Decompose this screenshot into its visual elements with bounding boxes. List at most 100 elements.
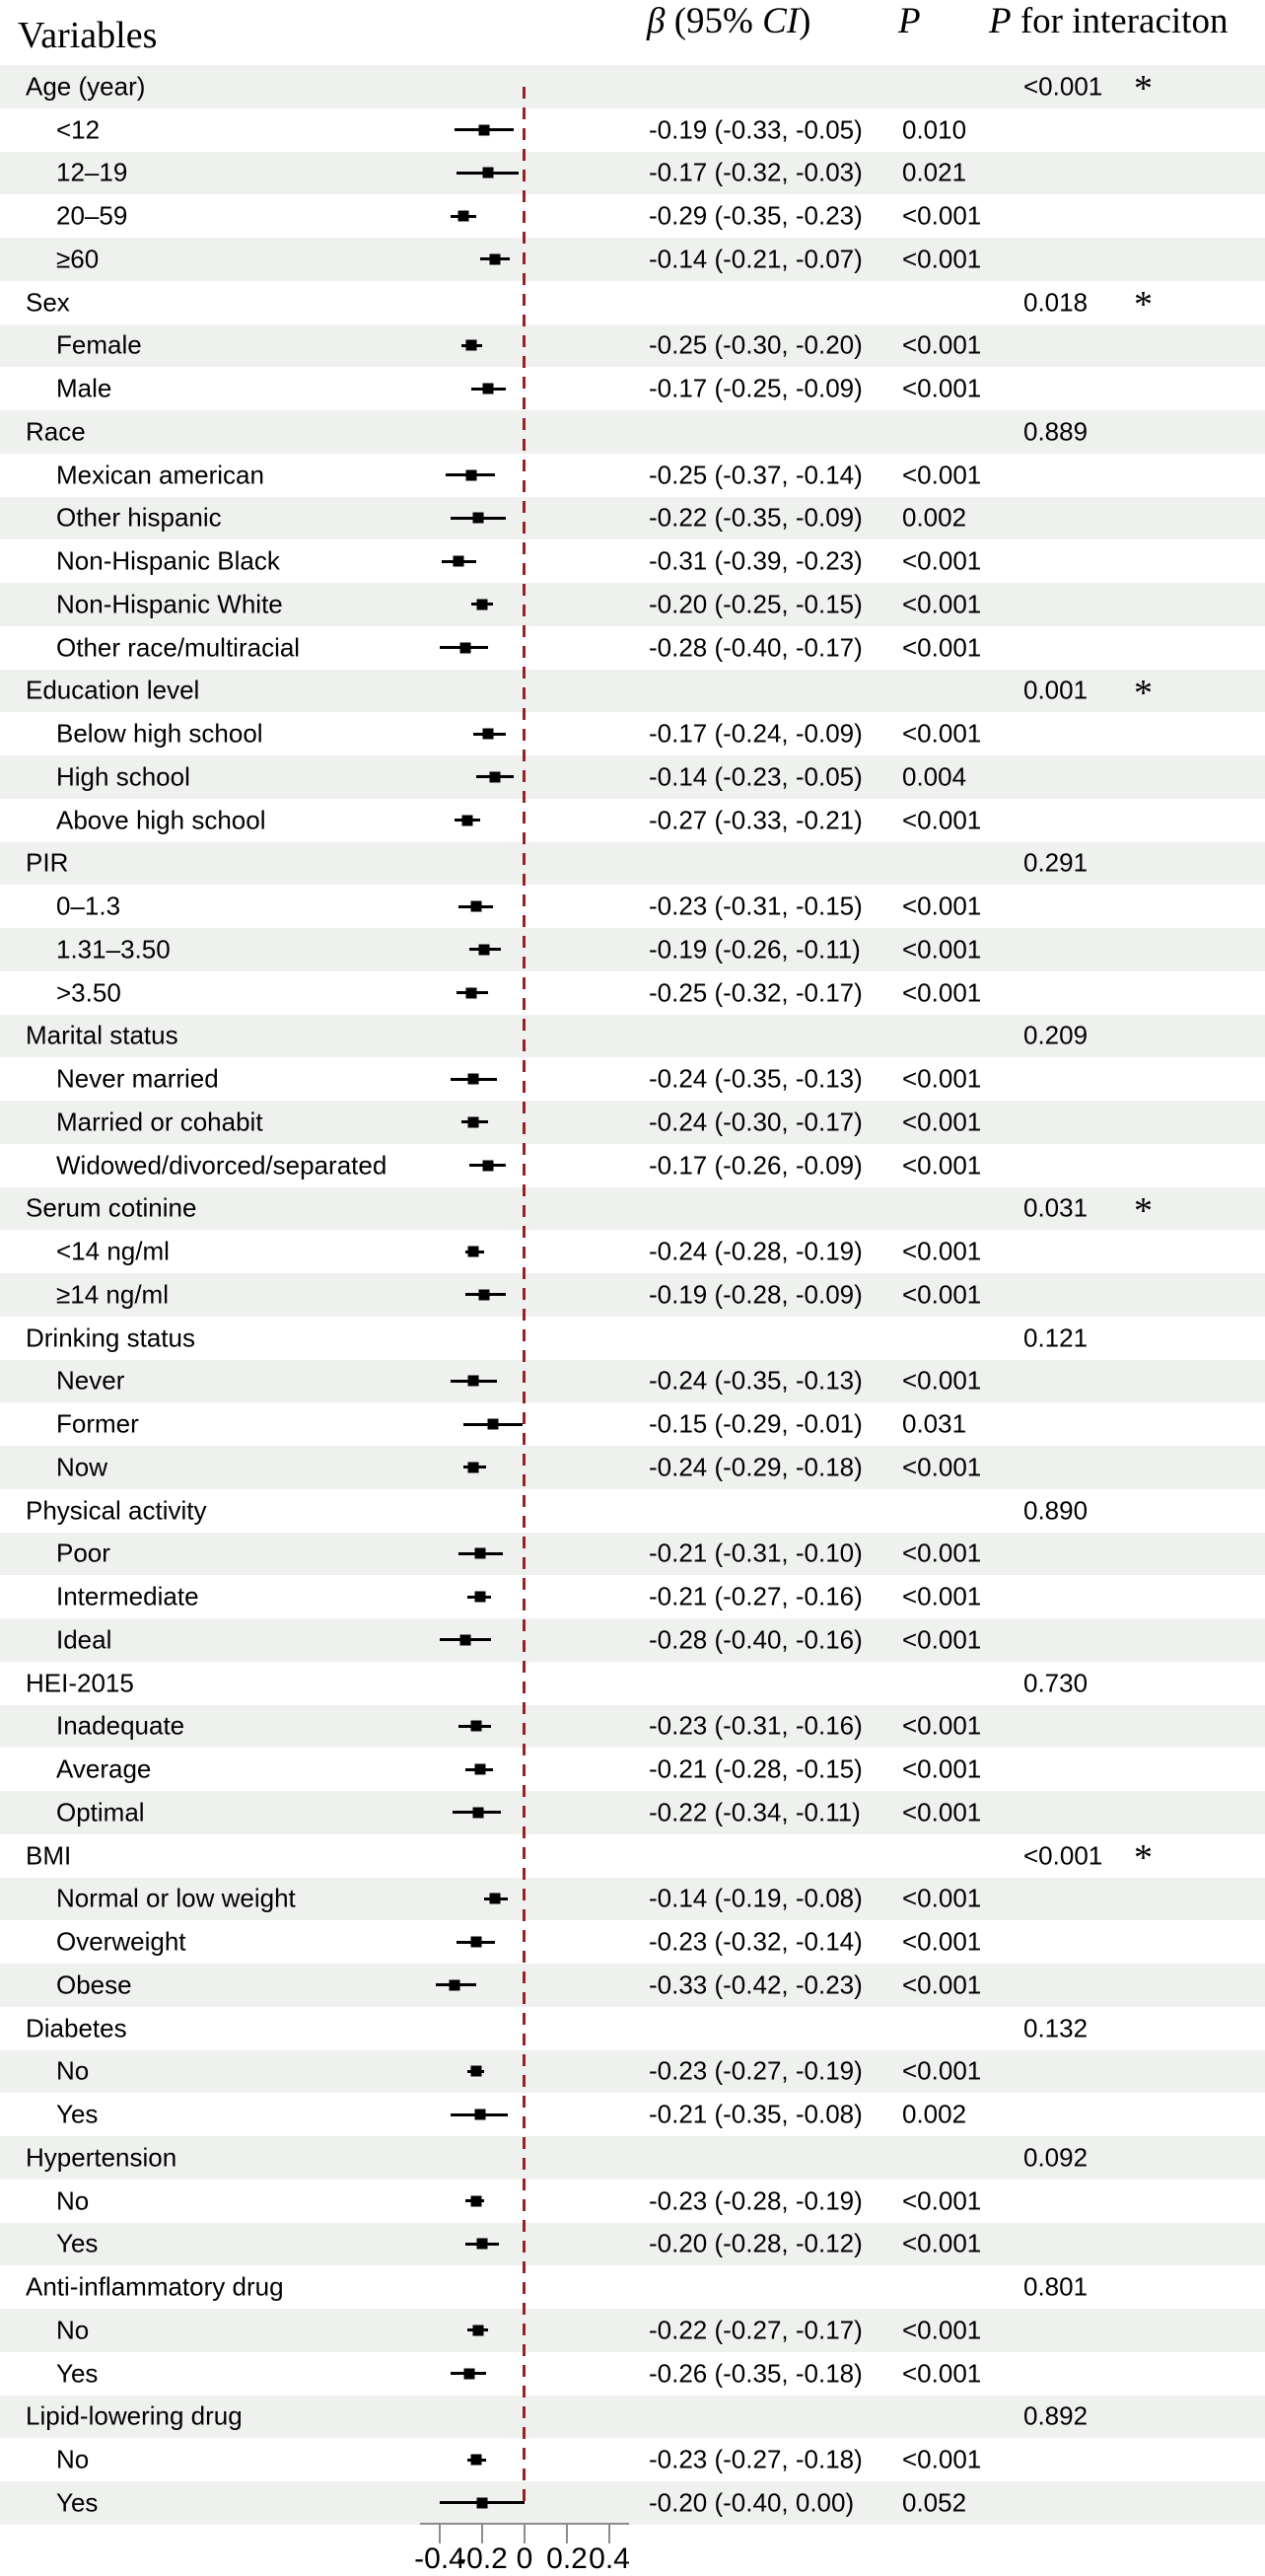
p-interaction-value: 0.031 bbox=[1023, 1192, 1089, 1223]
table-row: Ideal -0.28 (-0.40, -0.16) <0.001 bbox=[0, 1618, 1265, 1662]
table-row: HEI-2015 0.730 bbox=[0, 1662, 1265, 1705]
table-row: Yes -0.20 (-0.28, -0.12) <0.001 bbox=[0, 2222, 1265, 2266]
point-estimate-marker bbox=[470, 2065, 482, 2077]
table-row: Sex 0.018 * bbox=[0, 281, 1265, 324]
row-label: Marital status bbox=[26, 1020, 178, 1050]
beta-ci-value: -0.23 (-0.31, -0.15) bbox=[649, 891, 863, 921]
p-value: <0.001 bbox=[902, 2444, 982, 2474]
table-row: Physical activity 0.890 bbox=[0, 1489, 1265, 1533]
table-row: Mexican american -0.25 (-0.37, -0.14) <0… bbox=[0, 454, 1265, 497]
p-interaction-value: 0.892 bbox=[1023, 2400, 1089, 2431]
table-row: High school -0.14 (-0.23, -0.05) 0.004 bbox=[0, 755, 1265, 799]
table-row: Serum cotinine 0.031 * bbox=[0, 1186, 1265, 1232]
axis-tick-label: 0 bbox=[516, 2542, 533, 2575]
row-label: Inadequate bbox=[56, 1710, 185, 1741]
point-estimate-marker bbox=[482, 383, 494, 394]
row-label: <14 ng/ml bbox=[56, 1236, 170, 1266]
row-label: Yes bbox=[56, 2099, 99, 2129]
beta-ci-value: -0.22 (-0.27, -0.17) bbox=[649, 2315, 863, 2345]
significance-asterisk: * bbox=[1134, 1189, 1153, 1232]
row-label: No bbox=[56, 2185, 90, 2216]
row-label: 12–19 bbox=[56, 157, 128, 187]
p-value: <0.001 bbox=[902, 1063, 982, 1094]
p-interaction-value: 0.132 bbox=[1023, 2013, 1089, 2043]
table-row: Overweight -0.23 (-0.32, -0.14) <0.001 bbox=[0, 1920, 1265, 1964]
beta-ci-value: -0.20 (-0.28, -0.12) bbox=[649, 2228, 863, 2258]
table-row: Male -0.17 (-0.25, -0.09) <0.001 bbox=[0, 367, 1265, 410]
point-estimate-marker bbox=[474, 1591, 486, 1603]
table-row: Marital status 0.209 bbox=[0, 1014, 1265, 1058]
point-estimate-marker bbox=[482, 167, 494, 179]
point-estimate-marker bbox=[461, 815, 473, 826]
p-value: <0.001 bbox=[902, 589, 982, 619]
p-value: 0.004 bbox=[902, 761, 967, 792]
point-estimate-marker bbox=[470, 1936, 482, 1948]
point-estimate-marker bbox=[478, 944, 490, 956]
row-label: High school bbox=[56, 761, 190, 792]
beta-ci-value: -0.17 (-0.26, -0.09) bbox=[649, 1150, 863, 1181]
beta-ci-value: -0.19 (-0.26, -0.11) bbox=[649, 934, 861, 965]
row-label: Optimal bbox=[56, 1797, 145, 1827]
table-row: Hypertension 0.092 bbox=[0, 2136, 1265, 2180]
row-label: No bbox=[56, 2444, 90, 2474]
point-estimate-marker bbox=[476, 2497, 488, 2509]
point-estimate-marker bbox=[457, 210, 469, 222]
p-value: <0.001 bbox=[902, 934, 982, 965]
row-label: Never bbox=[56, 1365, 125, 1395]
forest-rows: Age (year) <0.001 * <12 -0.19 (-0.33, -0… bbox=[0, 65, 1265, 2525]
p-value: <0.001 bbox=[902, 718, 982, 749]
row-label: Average bbox=[56, 1753, 152, 1784]
table-row: Age (year) <0.001 * bbox=[0, 65, 1265, 108]
point-estimate-marker bbox=[470, 1720, 482, 1732]
row-label: Race bbox=[26, 416, 86, 447]
beta-ci-value: -0.14 (-0.21, -0.07) bbox=[649, 244, 863, 274]
p-interaction-value: 0.730 bbox=[1023, 1668, 1089, 1698]
beta-ci-value: -0.21 (-0.35, -0.08) bbox=[649, 2099, 863, 2129]
table-row: No -0.23 (-0.27, -0.18) <0.001 bbox=[0, 2438, 1265, 2481]
row-label: Normal or low weight bbox=[56, 1883, 296, 1913]
point-estimate-marker bbox=[478, 124, 490, 136]
table-row: Other hispanic -0.22 (-0.35, -0.09) 0.00… bbox=[0, 496, 1265, 540]
p-interaction-value: 0.801 bbox=[1023, 2271, 1089, 2302]
p-value: <0.001 bbox=[902, 1107, 982, 1137]
table-row: <12 -0.19 (-0.33, -0.05) 0.010 bbox=[0, 108, 1265, 152]
beta-ci-value: -0.24 (-0.35, -0.13) bbox=[649, 1365, 863, 1395]
row-label: Education level bbox=[26, 675, 200, 705]
p-value: <0.001 bbox=[902, 632, 982, 663]
p-value: <0.001 bbox=[902, 1797, 982, 1827]
beta-ci-value: -0.21 (-0.27, -0.16) bbox=[649, 1581, 863, 1611]
row-label: Now bbox=[56, 1452, 108, 1482]
point-estimate-marker bbox=[465, 339, 477, 351]
p-value: <0.001 bbox=[902, 329, 982, 360]
beta-ci-value: -0.14 (-0.23, -0.05) bbox=[649, 761, 863, 792]
p-value: <0.001 bbox=[902, 2228, 982, 2258]
ci-open-text: (95% bbox=[665, 1, 763, 41]
table-row: Former -0.15 (-0.29, -0.01) 0.031 bbox=[0, 1402, 1265, 1446]
p-interaction-symbol: P bbox=[989, 1, 1012, 41]
p-value: 0.021 bbox=[902, 157, 967, 187]
beta-ci-value: -0.23 (-0.27, -0.19) bbox=[649, 2055, 863, 2086]
row-label: PIR bbox=[26, 847, 69, 878]
row-label: Yes bbox=[56, 2358, 99, 2389]
beta-ci-value: -0.20 (-0.40, 0.00) bbox=[649, 2487, 855, 2518]
beta-ci-value: -0.25 (-0.32, -0.17) bbox=[649, 977, 863, 1008]
beta-ci-value: -0.23 (-0.31, -0.16) bbox=[649, 1710, 863, 1741]
row-label: Non-Hispanic Black bbox=[56, 545, 280, 576]
table-row: Married or cohabit -0.24 (-0.30, -0.17) … bbox=[0, 1101, 1265, 1144]
p-value: <0.001 bbox=[902, 1452, 982, 1482]
point-estimate-marker bbox=[482, 1160, 494, 1172]
p-value: <0.001 bbox=[902, 1236, 982, 1266]
table-row: Normal or low weight -0.14 (-0.19, -0.08… bbox=[0, 1877, 1265, 1921]
row-label: Yes bbox=[56, 2228, 99, 2258]
beta-ci-value: -0.24 (-0.28, -0.19) bbox=[649, 1236, 863, 1266]
p-value: <0.001 bbox=[902, 805, 982, 835]
table-row: PIR 0.291 bbox=[0, 841, 1265, 886]
p-value: 0.052 bbox=[902, 2487, 967, 2518]
point-estimate-marker bbox=[467, 1246, 479, 1257]
row-label: Physical activity bbox=[26, 1495, 207, 1526]
row-label: BMI bbox=[26, 1840, 72, 1871]
p-interaction-value: 0.209 bbox=[1023, 1020, 1089, 1050]
ci-word: CI bbox=[762, 1, 800, 41]
axis-tick bbox=[608, 2525, 610, 2543]
point-estimate-marker bbox=[463, 2368, 475, 2380]
